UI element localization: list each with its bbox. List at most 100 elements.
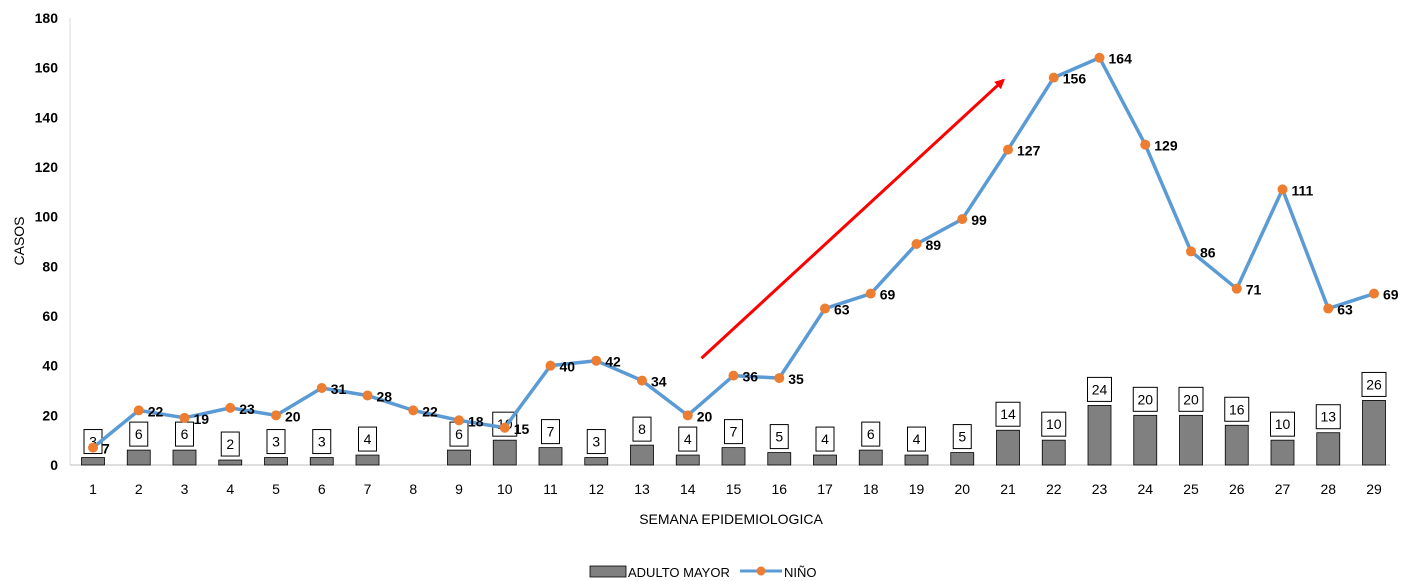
bar-data-label: 4	[815, 426, 835, 452]
line-data-label: 86	[1200, 244, 1216, 260]
line-point	[637, 375, 647, 386]
bar-data-label: 7	[724, 419, 743, 445]
bar-label-box	[1132, 386, 1158, 412]
bar-label-text: 3	[592, 434, 600, 450]
y-tick-label: 160	[35, 60, 59, 76]
line-data-label: 69	[880, 287, 896, 303]
bar-label-text: 14	[1000, 406, 1016, 422]
line-point	[591, 355, 602, 366]
x-tick-label: 25	[1183, 481, 1199, 497]
bar-data-label: 26	[1361, 371, 1387, 397]
line-data-label: 40	[560, 359, 576, 375]
bar-label-box	[678, 426, 698, 452]
x-tick-label: 16	[771, 481, 787, 497]
line-point	[1231, 283, 1242, 294]
bar	[813, 454, 837, 466]
bar	[996, 429, 1020, 466]
bar	[81, 457, 105, 466]
bar	[1087, 404, 1112, 466]
bar-data-label: 20	[1178, 386, 1204, 412]
bar-labels: 36623346107384754645141024202016101326	[83, 371, 1387, 457]
bar-label-text: 24	[1092, 381, 1108, 397]
bar-label-box	[1224, 396, 1250, 422]
line-data-label: 28	[377, 388, 393, 404]
bar-label-box	[632, 416, 652, 442]
bar-data-label: 3	[312, 429, 332, 455]
bar-label-text: 20	[1137, 391, 1153, 407]
bar	[538, 447, 563, 466]
x-tick-label: 21	[1000, 481, 1016, 497]
bar	[172, 449, 197, 466]
x-tick-label: 24	[1137, 481, 1153, 497]
x-tick-label: 3	[181, 481, 189, 497]
y-tick-label: 20	[42, 407, 58, 423]
line-data-label: 22	[422, 403, 438, 419]
x-tick-label: 5	[272, 481, 280, 497]
line-data-label: 71	[1246, 282, 1262, 298]
bar	[264, 457, 288, 466]
bar	[1270, 439, 1295, 466]
line-point	[316, 383, 327, 394]
bar-label-box	[541, 419, 560, 445]
bar-label-box	[312, 429, 332, 455]
line-data-label: 23	[239, 401, 255, 417]
y-tick-label: 100	[35, 209, 59, 225]
bar-label-box	[724, 419, 743, 445]
bar-label-text: 3	[272, 434, 280, 450]
line-point	[1186, 246, 1196, 257]
bar-data-label: 13	[1315, 404, 1341, 430]
line-point	[133, 405, 144, 416]
bar-label-text: 16	[1229, 401, 1245, 417]
bar-label-text: 6	[867, 426, 875, 442]
bar-label-text: 7	[730, 424, 738, 440]
bar	[950, 452, 975, 466]
legend-label-nino: NIÑO	[784, 565, 817, 580]
line-data-label: 20	[697, 408, 713, 424]
y-tick-label: 180	[35, 10, 59, 26]
x-tick-label: 2	[135, 481, 143, 497]
line-point	[1003, 144, 1013, 155]
x-tick-label: 1	[89, 481, 97, 497]
legend-swatch-nino-marker	[756, 566, 766, 576]
bar	[1316, 432, 1341, 466]
line-point	[1094, 52, 1105, 63]
x-tick-label: 10	[497, 481, 513, 497]
bar-label-box	[1270, 411, 1295, 437]
line-point	[1140, 139, 1151, 150]
line-data-label: 22	[148, 403, 164, 419]
bar-label-box	[861, 421, 881, 447]
x-tick-label: 19	[909, 481, 925, 497]
bar-data-label: 6	[129, 421, 149, 447]
bar-label-box	[586, 429, 606, 455]
legend: ADULTO MAYOR NIÑO	[589, 565, 817, 580]
bar-label-box	[266, 429, 286, 455]
line-point	[820, 303, 830, 314]
bar-label-text: 4	[684, 431, 692, 447]
y-tick-label: 60	[42, 308, 58, 324]
x-tick-label: 4	[226, 481, 234, 497]
line-point	[957, 214, 968, 225]
bars-adulto-mayor	[81, 400, 1386, 466]
line-nino	[88, 52, 1379, 453]
bar	[1224, 424, 1249, 466]
bar	[1041, 439, 1066, 466]
line-point	[545, 360, 556, 371]
x-tick-label: 11	[543, 481, 558, 497]
x-tick-label: 20	[954, 481, 970, 497]
bar-data-label: 14	[995, 401, 1021, 427]
x-tick-label: 15	[726, 481, 742, 497]
bar-label-box	[129, 421, 149, 447]
bar-data-label: 3	[586, 429, 606, 455]
bar-label-box	[1178, 386, 1204, 412]
line-point	[1369, 288, 1379, 299]
bar-data-label: 6	[175, 421, 194, 447]
bar-label-text: 6	[181, 426, 189, 442]
legend-swatch-adulto-mayor	[589, 565, 627, 578]
line-point	[88, 442, 98, 453]
line-point	[179, 412, 190, 423]
bar-data-label: 24	[1087, 376, 1112, 402]
line-data-label: 42	[605, 354, 621, 370]
bar-label-box	[907, 426, 926, 452]
line-point	[499, 422, 510, 433]
